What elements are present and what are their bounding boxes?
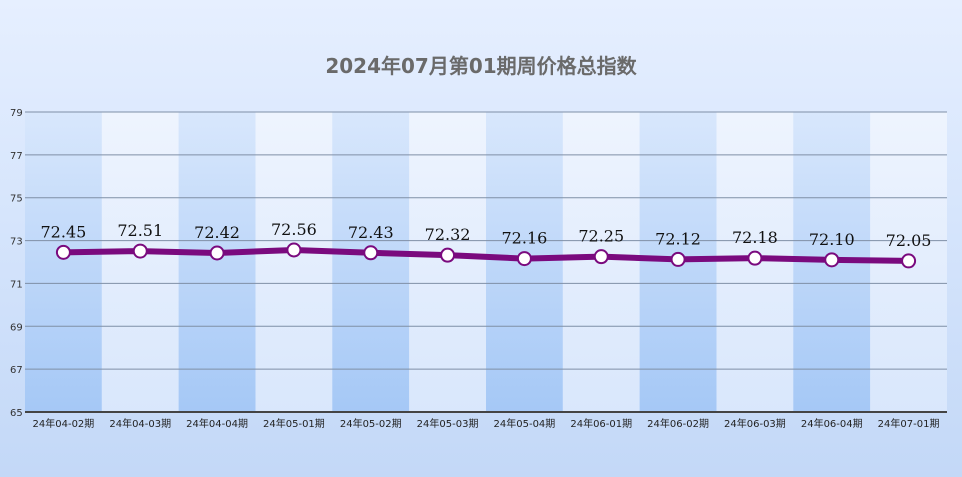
data-label: 72.12 — [655, 229, 701, 248]
data-labels: 72.45 72.51 72.42 72.56 72.43 72.32 72.16 72.25… — [41, 220, 932, 250]
series-line — [55, 242, 917, 269]
plot-band — [101, 112, 179, 412]
plot-band — [25, 112, 102, 412]
data-point — [516, 251, 532, 267]
grid-lines — [25, 111, 947, 413]
data-label: 72.42 — [194, 223, 240, 242]
x-tick-label: 24年04-02期 — [33, 417, 95, 430]
data-label: 72.43 — [348, 223, 394, 242]
x-tick-label: 24年06-02期 — [647, 417, 709, 430]
chart-title: 2024年07月第01期周价格总指数 — [325, 54, 637, 78]
x-tick-label: 24年05-01期 — [263, 417, 325, 430]
plot-band — [255, 112, 333, 412]
y-tick-label: 69 — [10, 322, 23, 333]
data-label: 72.10 — [809, 230, 855, 249]
data-label: 72.25 — [578, 227, 624, 246]
x-tick-label: 24年04-03期 — [109, 417, 171, 430]
data-point — [670, 251, 686, 267]
data-label: 72.05 — [886, 231, 932, 250]
x-axis: 24年04-02期 24年04-03期 24年04-04期 24年05-01期 24年0… — [33, 417, 940, 430]
x-tick-label: 24年07-01期 — [878, 417, 940, 430]
data-point — [55, 244, 71, 260]
y-tick-label: 67 — [10, 365, 23, 376]
data-point — [593, 249, 609, 265]
data-point — [209, 245, 225, 261]
y-tick-label: 75 — [10, 194, 23, 205]
x-tick-label: 24年05-04期 — [494, 417, 556, 430]
data-point — [824, 252, 840, 268]
data-label: 72.45 — [41, 222, 87, 241]
y-tick-label: 65 — [10, 408, 23, 419]
plot-band — [332, 112, 410, 412]
data-point — [132, 243, 148, 259]
y-axis: 65 67 69 71 73 75 77 79 — [10, 108, 23, 419]
data-label: 72.18 — [732, 228, 778, 247]
data-point — [440, 247, 456, 263]
data-point — [363, 245, 379, 261]
x-tick-label: 24年05-03期 — [417, 417, 479, 430]
plot-bands — [25, 112, 947, 412]
x-tick-label: 24年06-04期 — [801, 417, 863, 430]
data-point — [747, 250, 763, 266]
x-tick-label: 24年06-01期 — [570, 417, 632, 430]
y-tick-label: 73 — [10, 237, 23, 248]
y-tick-label: 79 — [10, 108, 23, 119]
data-label: 72.32 — [425, 225, 471, 244]
data-label: 72.51 — [117, 221, 163, 240]
x-tick-label: 24年05-02期 — [340, 417, 402, 430]
series-line-path — [60, 247, 912, 264]
data-point — [286, 242, 302, 258]
data-point — [901, 253, 917, 269]
data-label: 72.16 — [502, 229, 548, 248]
x-tick-label: 24年06-03期 — [724, 417, 786, 430]
plot-band — [178, 112, 256, 412]
y-tick-label: 77 — [10, 151, 23, 162]
data-label: 72.56 — [271, 220, 317, 239]
x-tick-label: 24年04-04期 — [186, 417, 248, 430]
y-tick-label: 71 — [10, 279, 23, 290]
